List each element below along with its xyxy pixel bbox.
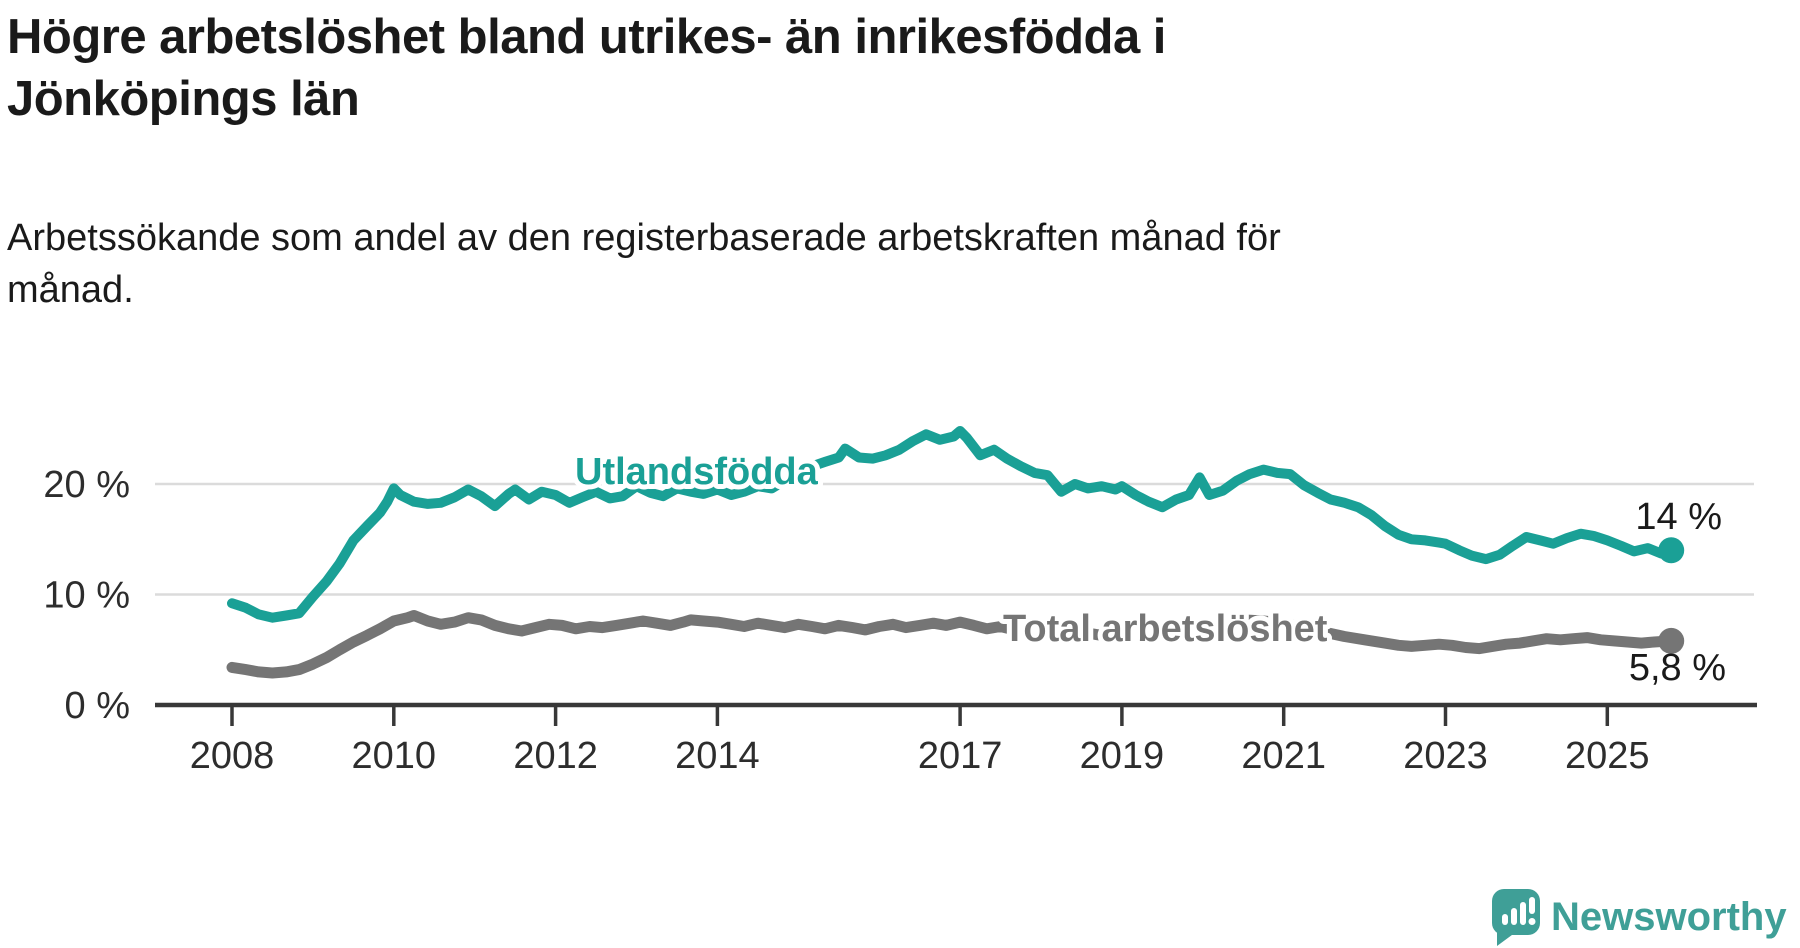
page-title: Högre arbetslöshet bland utrikes- än inr… — [7, 6, 1166, 130]
series-line-0 — [227, 426, 1677, 623]
series-end-dot-1 — [1658, 627, 1685, 654]
y-tick-label-20: 20 % — [43, 464, 130, 506]
page-title-line-2: Jönköpings län — [7, 72, 360, 126]
x-tick-label-2025: 2025 — [1565, 735, 1650, 777]
page-title-line-1: Högre arbetslöshet bland utrikes- än inr… — [7, 10, 1166, 64]
x-tick-label-2014: 2014 — [675, 735, 760, 777]
x-tick-label-2023: 2023 — [1403, 735, 1488, 777]
series-line-1 — [226, 610, 1677, 679]
y-tick-label-10: 10 % — [43, 575, 130, 617]
x-tick-label-2010: 2010 — [352, 735, 437, 777]
series-end-dot-0 — [1658, 537, 1685, 564]
gridlines — [155, 482, 1754, 596]
x-tick-label-2012: 2012 — [513, 735, 598, 777]
x-tick-label-2019: 2019 — [1080, 735, 1165, 777]
x-tick-label-2008: 2008 — [190, 735, 275, 777]
newsworthy-logo-text: Newsworthy — [1551, 895, 1787, 939]
series-lines — [226, 426, 1685, 679]
x-axis: 2008 2010 2012 2014 2017 2019 2021 2023 2025 — [155, 702, 1757, 777]
newsworthy-logo: Newsworthy — [1492, 889, 1787, 946]
x-tick-label-2017: 2017 — [918, 735, 1003, 777]
end-value-label-total: 5,8 % — [1629, 647, 1726, 689]
chart-subtitle-line-1: Arbetssökande som andel av den registerb… — [7, 217, 1281, 259]
end-value-label-utlandsfodda: 14 % — [1635, 496, 1722, 538]
newsworthy-logo-bars-icon — [1502, 897, 1536, 925]
chart-subtitle-line-2: månad. — [7, 269, 134, 311]
chart-subtitle: Arbetssökande som andel av den registerb… — [7, 212, 1281, 316]
y-axis-tick-labels: 20 % 10 % 0 % — [43, 464, 130, 727]
newsworthy-logo-bubble-tail — [1497, 928, 1516, 946]
series-label-utlandsfodda: Utlandsfödda — [575, 451, 819, 493]
x-tick-label-2021: 2021 — [1241, 735, 1326, 777]
series-label-total-arbetsloshet: Total arbetslöshet — [1003, 608, 1328, 650]
y-tick-label-0: 0 % — [65, 685, 130, 727]
